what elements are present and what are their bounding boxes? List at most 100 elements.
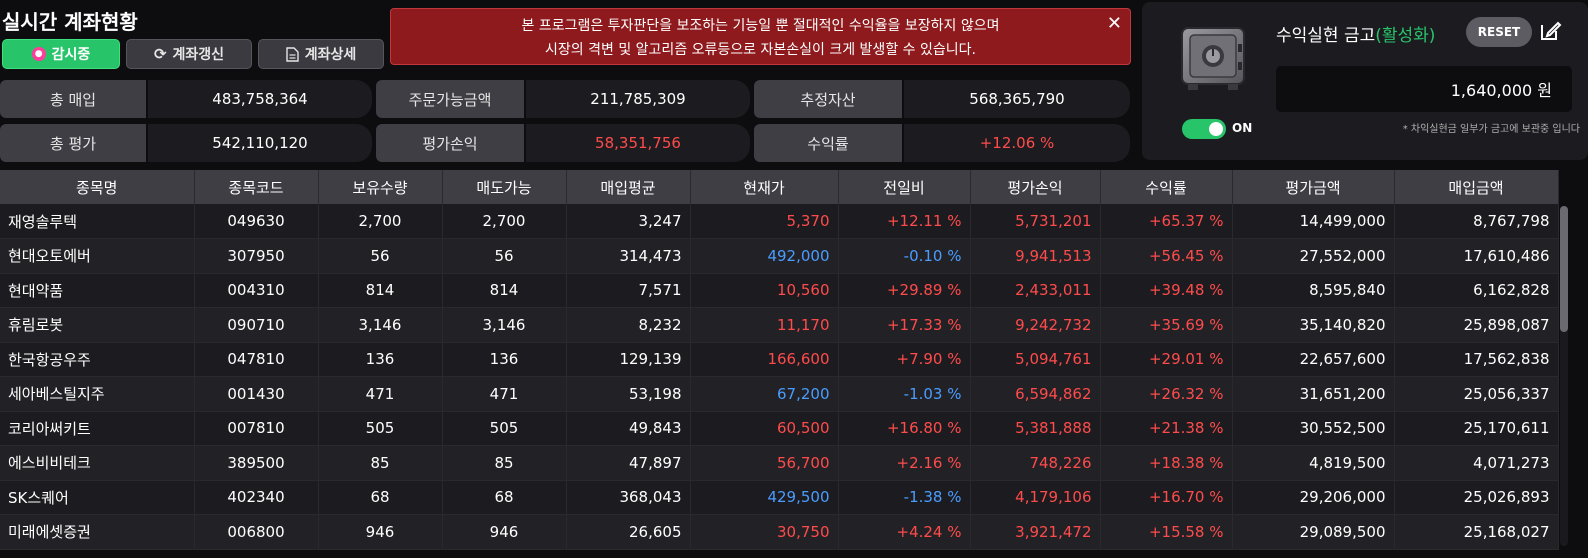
return-rate-cell: +16.70 % [1100, 480, 1233, 515]
purchase-amount-cell: 17,562,838 [1394, 342, 1559, 377]
holding-qty-cell: 814 [318, 273, 443, 308]
vault-toggle[interactable] [1182, 119, 1226, 139]
refresh-account-button[interactable]: ⟳ 계좌갱신 [126, 39, 252, 69]
avg-price-cell: 53,198 [566, 376, 691, 412]
sellable-qty-cell: 68 [442, 480, 567, 515]
column-header[interactable]: 수익률 [1100, 170, 1233, 204]
column-header[interactable]: 평가손익 [970, 170, 1101, 204]
avg-price-cell: 47,897 [566, 445, 691, 481]
holding-qty-cell: 85 [318, 445, 443, 481]
purchase-amount-cell: 25,898,087 [1394, 307, 1559, 343]
sellable-qty-cell: 471 [442, 376, 567, 412]
stock-name-cell: SK스퀘어 [0, 480, 195, 515]
purchase-amount-cell: 17,610,486 [1394, 238, 1559, 274]
refresh-account-label: 계좌갱신 [172, 47, 225, 63]
holding-qty-cell: 56 [318, 238, 443, 274]
table-header-row: 종목명 종목코드 보유수량 매도가능 매입평균 현재가 전일비 평가손익 수익률 평가금액 매입금액 [0, 170, 1559, 204]
purchase-amount-cell: 6,162,828 [1394, 273, 1559, 308]
vault-title-text: 수익실현 금고 [1276, 26, 1376, 46]
orderable-amount-label: 주문가능금액 [376, 80, 524, 118]
day-change-cell: +2.16 % [838, 445, 971, 481]
total-eval-label: 총 평가 [0, 124, 146, 162]
sellable-qty-cell: 2,700 [442, 204, 567, 239]
return-rate-cell: +35.69 % [1100, 307, 1233, 343]
table-row[interactable]: 한국항공우주 047810 136 136 129,139 166,600 +7.90 % 5… [0, 342, 1559, 377]
column-header[interactable]: 종목코드 [194, 170, 319, 204]
table-row[interactable]: 코리아써키트 007810 505 505 49,843 60,500 +16.80 % 5,… [0, 411, 1559, 446]
avg-price-cell: 49,843 [566, 411, 691, 446]
vault-toggle-label: ON [1232, 121, 1253, 135]
eval-amount-cell: 30,552,500 [1232, 411, 1395, 446]
table-row[interactable]: 재영솔루텍 049630 2,700 2,700 3,247 5,370 +12.11 % 5… [0, 204, 1559, 239]
eval-pnl-cell: 6,594,862 [970, 376, 1101, 412]
return-rate-cell: +15.58 % [1100, 514, 1233, 550]
vault-status: (활성화) [1375, 26, 1436, 46]
eval-pnl-cell: 2,433,011 [970, 273, 1101, 308]
refresh-icon: ⟳ [153, 44, 167, 63]
document-icon [286, 46, 299, 62]
vault-note: * 차익실현금 일부가 금고에 보관중 입니다 [1402, 124, 1580, 135]
account-detail-button[interactable]: 계좌상세 [258, 39, 384, 69]
estimated-assets-label: 추정자산 [754, 80, 902, 118]
return-rate-cell: +18.38 % [1100, 445, 1233, 481]
edit-icon[interactable] [1538, 19, 1562, 43]
return-rate-value: +12.06 % [904, 124, 1130, 162]
column-header[interactable]: 종목명 [0, 170, 195, 204]
stock-name-cell: 세아베스틸지주 [0, 376, 195, 412]
stock-name-cell: 현대약품 [0, 273, 195, 308]
sellable-qty-cell: 56 [442, 238, 567, 274]
warning-banner: 본 프로그램은 투자판단을 보조하는 기능일 뿐 절대적인 수익율을 보장하지 … [390, 8, 1131, 65]
table-row[interactable]: SK스퀘어 402340 68 68 368,043 429,500 -1.38 % 4,17… [0, 480, 1559, 515]
summary-row-1: 총 매입 483,758,364 주문가능금액 211,785,309 추정자산… [0, 80, 1140, 118]
eval-pnl-cell: 9,242,732 [970, 307, 1101, 343]
stock-name-cell: 한국항공우주 [0, 342, 195, 377]
stock-code-cell: 090710 [194, 307, 319, 343]
day-change-cell: +16.80 % [838, 411, 971, 446]
stock-name-cell: 재영솔루텍 [0, 204, 195, 239]
stock-code-cell: 307950 [194, 238, 319, 274]
stock-code-cell: 389500 [194, 445, 319, 481]
eval-amount-cell: 29,206,000 [1232, 480, 1395, 515]
reset-button[interactable]: RESET [1466, 17, 1532, 47]
column-header[interactable]: 보유수량 [318, 170, 443, 204]
column-header[interactable]: 매입평균 [566, 170, 691, 204]
eval-pnl-cell: 5,381,888 [970, 411, 1101, 446]
table-row[interactable]: 미래에셋증권 006800 946 946 26,605 30,750 +4.24 % 3,9… [0, 514, 1559, 550]
day-change-cell: +29.89 % [838, 273, 971, 308]
total-purchase-label: 총 매입 [0, 80, 146, 118]
record-icon: ● [31, 47, 46, 61]
vault-amount: 1,640,000 원 [1276, 66, 1572, 112]
eval-amount-cell: 8,595,840 [1232, 273, 1395, 308]
column-header[interactable]: 전일비 [838, 170, 971, 204]
safe-icon [1181, 27, 1245, 90]
day-change-cell: -1.03 % [838, 376, 971, 412]
watch-button[interactable]: ● 감시중 [2, 39, 120, 69]
table-row[interactable]: 세아베스틸지주 001430 471 471 53,198 67,200 -1.03 % 6,… [0, 376, 1559, 412]
current-price-cell: 67,200 [690, 376, 839, 412]
return-rate-cell: +65.37 % [1100, 204, 1233, 239]
column-header[interactable]: 평가금액 [1232, 170, 1395, 204]
column-header[interactable]: 매입금액 [1394, 170, 1559, 204]
watch-button-label: 감시중 [51, 47, 91, 63]
table-row[interactable]: 현대오토에버 307950 56 56 314,473 492,000 -0.10 % 9,9… [0, 238, 1559, 274]
holding-qty-cell: 136 [318, 342, 443, 377]
stock-name-cell: 미래에셋증권 [0, 514, 195, 550]
vault-title: 수익실현 금고(활성화) [1276, 21, 1435, 46]
table-row[interactable]: 현대약품 004310 814 814 7,571 10,560 +29.89 % 2,433… [0, 273, 1559, 308]
table-row[interactable]: 에스비비테크 389500 85 85 47,897 56,700 +2.16 % 748,2… [0, 445, 1559, 481]
eval-pnl-cell: 3,921,472 [970, 514, 1101, 550]
purchase-amount-cell: 8,767,798 [1394, 204, 1559, 239]
scrollbar-thumb[interactable] [1560, 206, 1568, 332]
eval-pnl-cell: 4,179,106 [970, 480, 1101, 515]
orderable-amount-value: 211,785,309 [526, 80, 750, 118]
column-header[interactable]: 현재가 [690, 170, 839, 204]
sellable-qty-cell: 505 [442, 411, 567, 446]
holding-qty-cell: 946 [318, 514, 443, 550]
table-row[interactable]: 휴림로봇 090710 3,146 3,146 8,232 11,170 +17.33 % 9… [0, 307, 1559, 343]
estimated-assets-value: 568,365,790 [904, 80, 1130, 118]
close-icon[interactable]: ✕ [1106, 13, 1122, 34]
column-header[interactable]: 매도가능 [442, 170, 567, 204]
table-scrollbar[interactable] [1560, 206, 1568, 546]
current-price-cell: 492,000 [690, 238, 839, 274]
sellable-qty-cell: 3,146 [442, 307, 567, 343]
